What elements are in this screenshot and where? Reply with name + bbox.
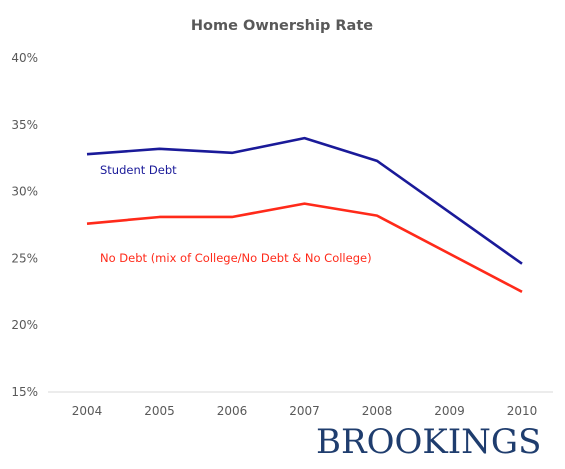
y-axis: 15% 20% 25% 30% 35% 40% [11,51,38,399]
y-tick-label: 30% [11,185,38,199]
series-line-0 [86,136,523,265]
y-tick-label: 25% [11,251,38,265]
x-tick-label: 2005 [144,404,175,418]
series-label-no-debt: No Debt (mix of College/No Debt & No Col… [100,251,372,265]
series-line-1 [86,202,523,293]
x-tick-label: 2004 [72,404,103,418]
y-tick-label: 20% [11,318,38,332]
x-tick-label: 2006 [217,404,248,418]
x-tick-label: 2009 [434,404,465,418]
x-tick-label: 2010 [507,404,538,418]
series-label-student-debt: Student Debt [100,163,177,177]
x-tick-label: 2008 [362,404,393,418]
series-group [86,136,523,293]
y-tick-label: 35% [11,118,38,132]
brookings-logo: BROOKINGS [316,422,542,462]
y-tick-label: 15% [11,385,38,399]
chart-title: Home Ownership Rate [191,18,373,34]
x-axis: 2004 2005 2006 2007 2008 2009 2010 [72,404,538,418]
y-tick-label: 40% [11,51,38,65]
x-tick-label: 2007 [289,404,320,418]
